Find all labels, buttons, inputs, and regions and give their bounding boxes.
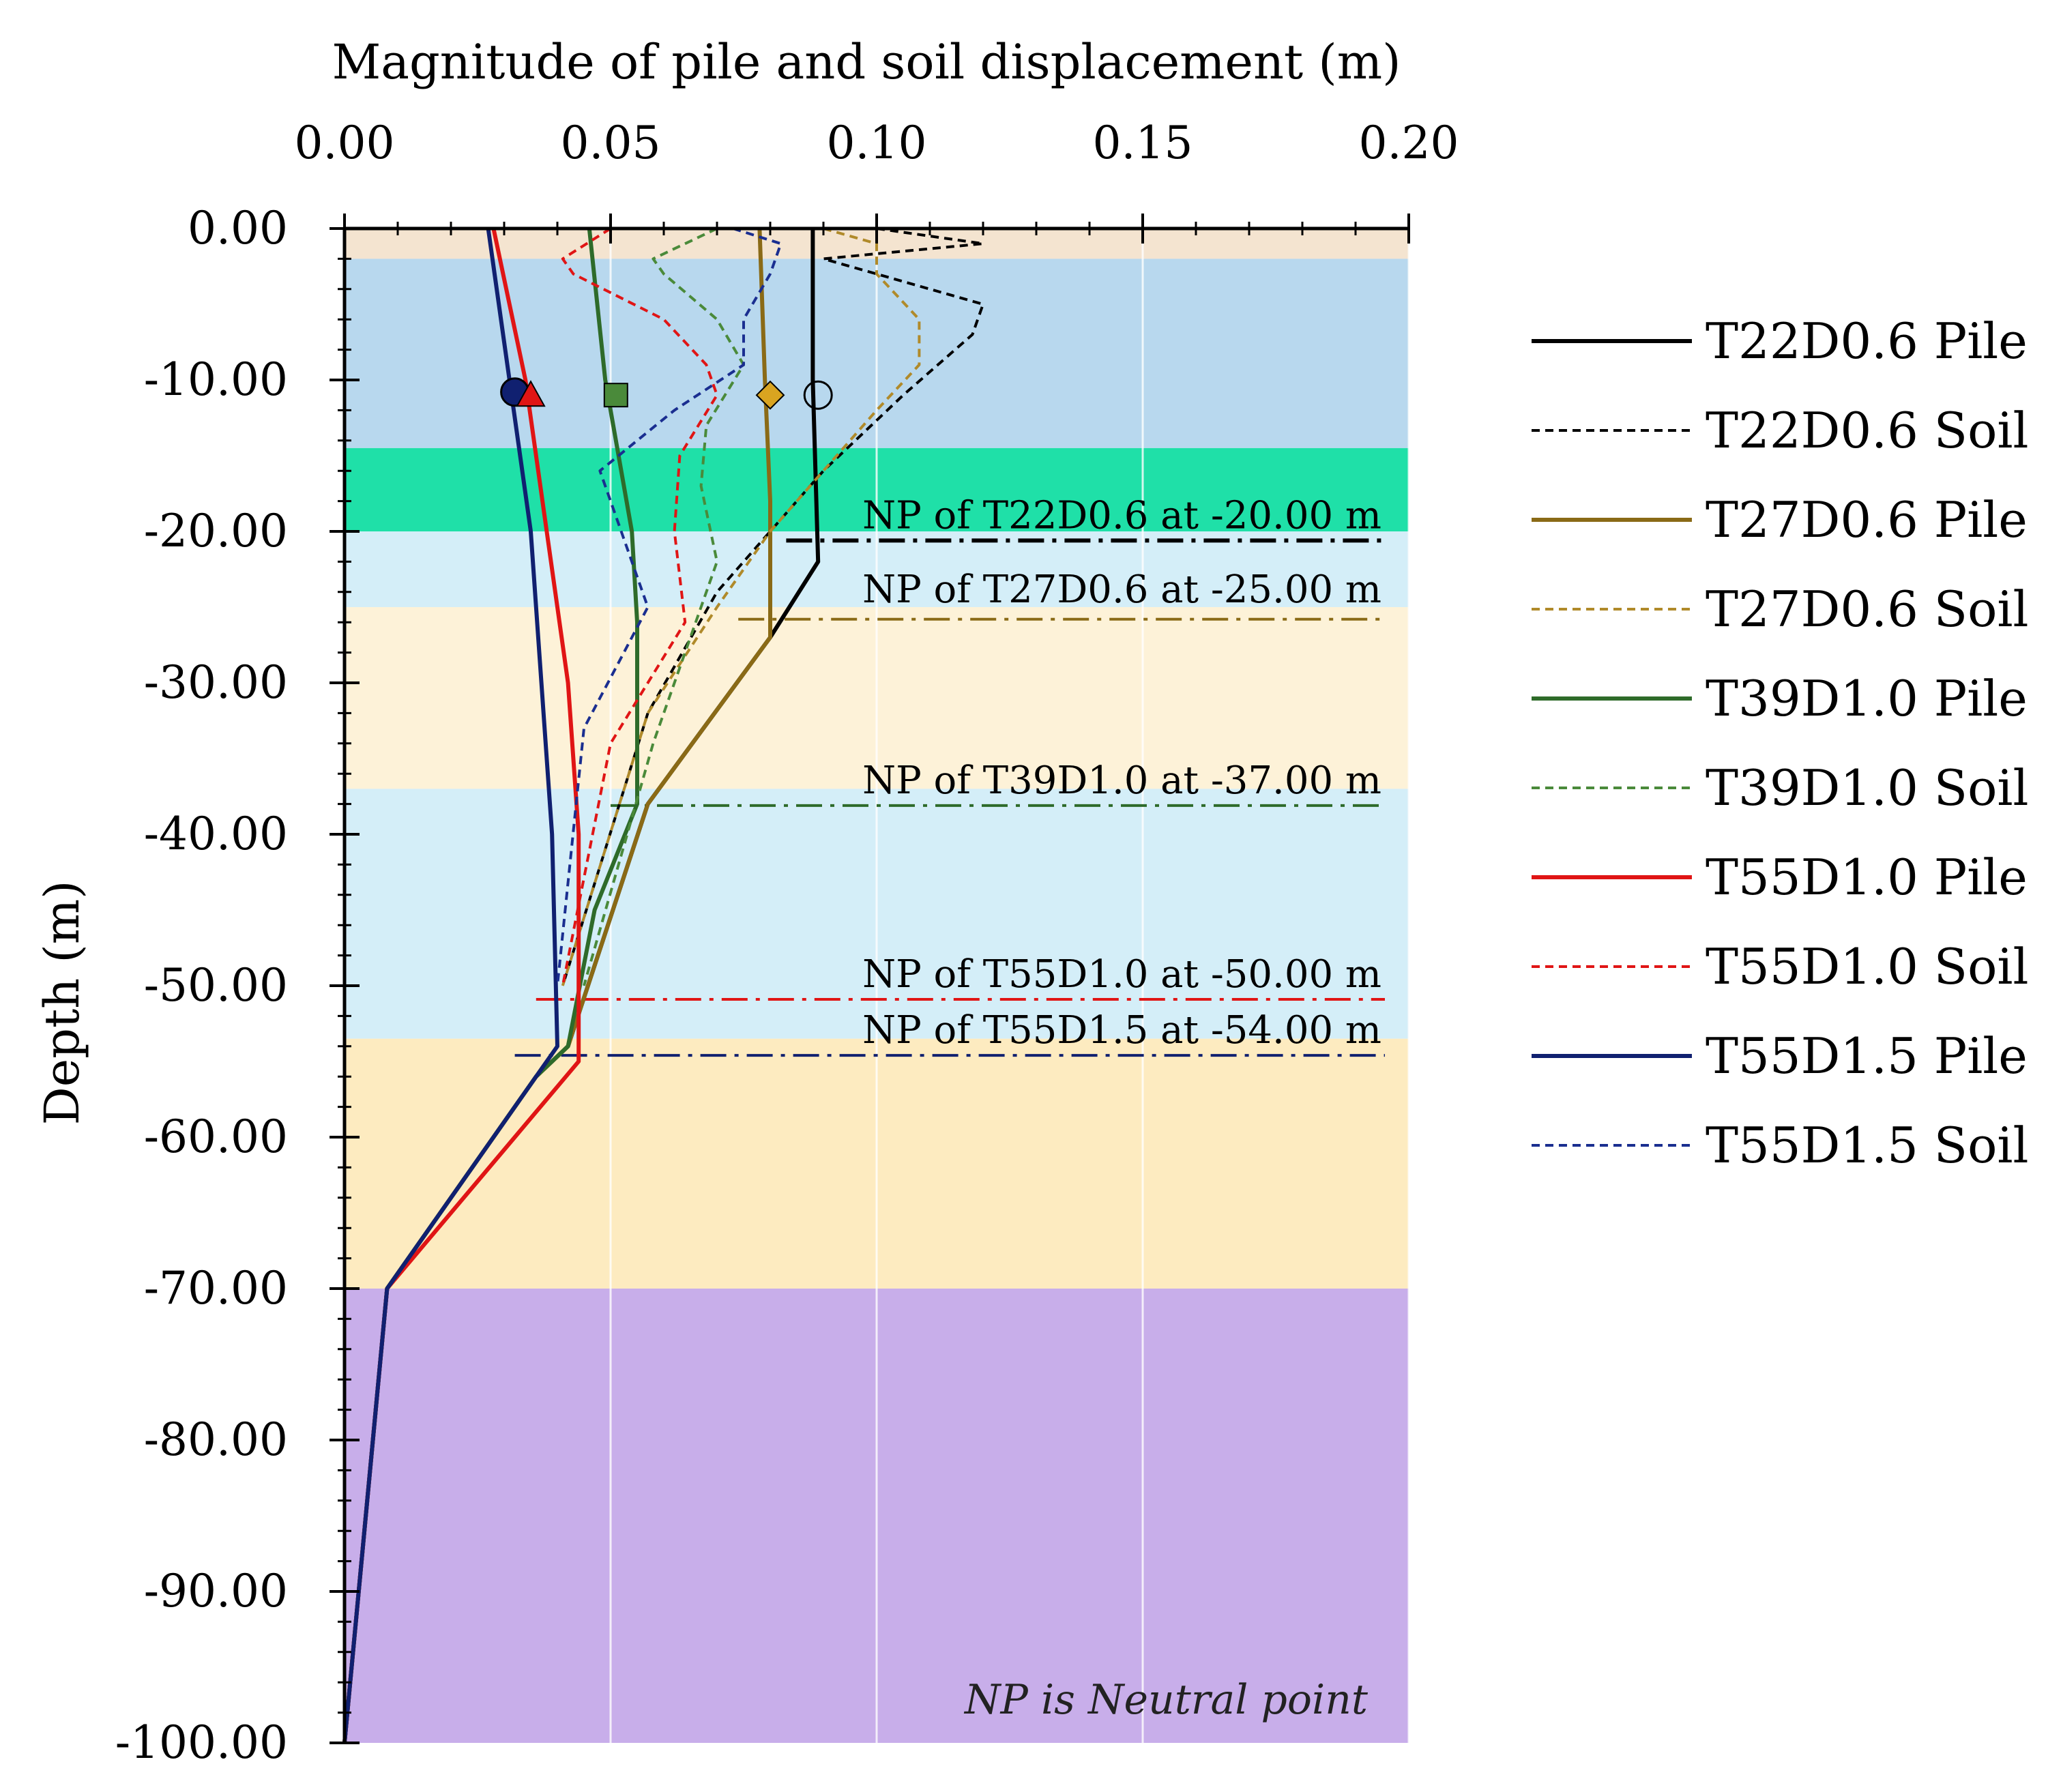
y-tick-label-5: -50.00 bbox=[144, 959, 288, 1012]
y-tick-label-2: -20.00 bbox=[144, 505, 288, 557]
legend-label-8: T55D1.5 Pile bbox=[1706, 1027, 2028, 1085]
y-tick-label-10: -100.00 bbox=[115, 1716, 288, 1769]
y-axis-title: Depth (m) bbox=[34, 881, 90, 1126]
np-label-4: NP of T55D1.5 at -54.00 m bbox=[862, 1008, 1381, 1053]
np-label-3: NP of T55D1.0 at -50.00 m bbox=[862, 952, 1381, 997]
y-tick-label-6: -60.00 bbox=[144, 1111, 288, 1163]
series-line-t55d1-0-soil bbox=[561, 227, 718, 986]
legend: T22D0.6 Pile T22D0.6 Soil T27D0.6 Pile T27D… bbox=[1532, 312, 2028, 1174]
legend-label-5: T39D1.0 Soil bbox=[1706, 759, 2028, 817]
neutral-point-note: NP is Neutral point bbox=[963, 1676, 1369, 1724]
series-line-t55d1-5-soil bbox=[556, 227, 782, 986]
series-markers bbox=[500, 377, 833, 410]
series-line-t22d0-6-soil bbox=[561, 227, 984, 986]
marker-t39d1.0 bbox=[603, 383, 628, 408]
y-tick-label-8: -80.00 bbox=[144, 1413, 288, 1466]
y-tick-label-3: -30.00 bbox=[144, 656, 288, 709]
legend-label-4: T39D1.0 Pile bbox=[1706, 670, 2028, 727]
x-tick-label-3: 0.15 bbox=[1093, 117, 1193, 169]
series-line-t27d0-6-soil bbox=[561, 227, 921, 986]
grid-lines bbox=[609, 229, 1410, 1743]
x-tick-label-1: 0.05 bbox=[561, 117, 661, 169]
legend-label-3: T27D0.6 Soil bbox=[1706, 581, 2028, 638]
legend-label-7: T55D1.0 Soil bbox=[1706, 938, 2028, 995]
x-tick-label-4: 0.20 bbox=[1359, 117, 1459, 169]
marker-t22d0.6 bbox=[803, 380, 833, 410]
legend-label-9: T55D1.5 Soil bbox=[1706, 1117, 2028, 1174]
y-tick-label-0: 0.00 bbox=[188, 202, 288, 254]
legend-label-1: T22D0.6 Soil bbox=[1706, 402, 2028, 459]
legend-label-0: T22D0.6 Pile bbox=[1706, 312, 2028, 370]
data-series bbox=[342, 227, 984, 1744]
y-tick-label-1: -10.00 bbox=[144, 353, 288, 406]
np-label-0: NP of T22D0.6 at -20.00 m bbox=[862, 493, 1381, 538]
y-tick-label-9: -90.00 bbox=[144, 1565, 288, 1617]
neutral-point-lines: NP of T22D0.6 at -20.00 m NP of T27D0.6 a… bbox=[514, 493, 1385, 1057]
series-line-t39d1-0-soil bbox=[583, 227, 745, 986]
axes: 0.00 0.05 0.10 0.15 0.20 0.00 -10.00 -20.00 -30.… bbox=[115, 117, 1459, 1769]
y-tick-label-7: -70.00 bbox=[144, 1262, 288, 1314]
x-tick-label-0: 0.00 bbox=[295, 117, 395, 169]
marker-t27d0.6 bbox=[755, 380, 785, 410]
y-tick-label-4: -40.00 bbox=[144, 808, 288, 860]
legend-label-2: T27D0.6 Pile bbox=[1706, 491, 2028, 548]
x-tick-label-2: 0.10 bbox=[827, 117, 927, 169]
marker-t55d1.0 bbox=[516, 380, 546, 407]
np-label-2: NP of T39D1.0 at -37.00 m bbox=[862, 759, 1381, 803]
x-axis-title: Magnitude of pile and soil displacement … bbox=[332, 34, 1401, 90]
np-label-1: NP of T27D0.6 at -25.00 m bbox=[862, 568, 1381, 612]
legend-label-6: T55D1.0 Pile bbox=[1706, 849, 2028, 906]
